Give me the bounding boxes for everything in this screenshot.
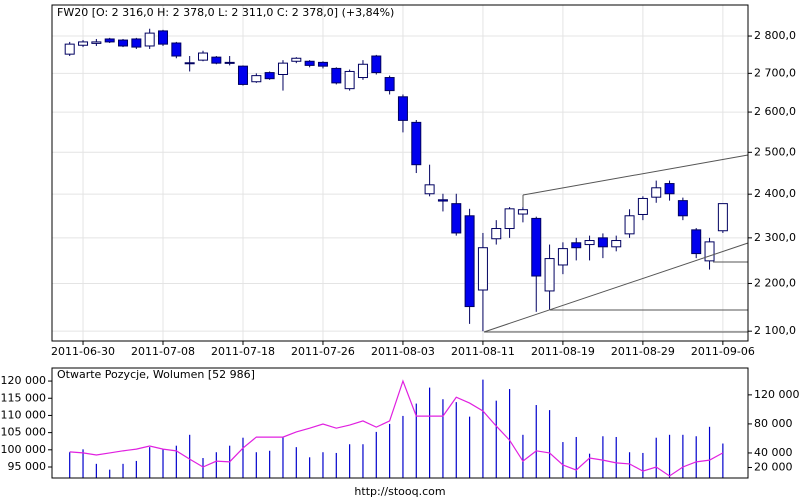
- y-tick-label: 110 000: [1, 408, 47, 421]
- candle-body: [477, 247, 488, 291]
- candle-body: [224, 61, 235, 64]
- candle-body: [691, 229, 702, 255]
- candle-body: [704, 241, 715, 262]
- mark-layer: [64, 28, 728, 478]
- x-tick-label: 2011-07-08: [131, 345, 195, 358]
- x-tick-label: 2011-07-26: [291, 345, 355, 358]
- trend-line: [522, 154, 749, 196]
- y-tick-label: 2 600,0: [754, 105, 796, 118]
- candle-body: [437, 199, 448, 202]
- candle-body: [491, 228, 502, 240]
- candle-body: [544, 258, 555, 292]
- x-tick-label: 2011-09-06: [691, 345, 755, 358]
- y2-tick-label: 20 000: [754, 460, 793, 473]
- candle-body: [451, 203, 462, 234]
- candle-body: [237, 65, 248, 85]
- y2-tick-label: 120 000: [754, 388, 800, 401]
- grid-layer: [52, 5, 748, 341]
- candle-body: [304, 60, 315, 66]
- y-tick-label: 2 800,0: [754, 29, 796, 42]
- candle-body: [251, 75, 262, 83]
- candle-body: [104, 38, 115, 43]
- x-tick-label: 2011-07-18: [211, 345, 275, 358]
- y-tick-label: 100 000: [1, 443, 47, 456]
- open-interest-line: [69, 379, 724, 477]
- candle-body: [517, 209, 528, 215]
- chart-title: FW20 [O: 2 316,0 H: 2 378,0 L: 2 311,0 C…: [57, 6, 394, 19]
- trend-lines: [483, 154, 749, 333]
- candle-body: [397, 96, 408, 121]
- candle-body: [384, 77, 395, 92]
- y-tick-label: 2 100,0: [754, 324, 796, 337]
- y-tick-label: 95 000: [8, 460, 47, 473]
- candle-body: [464, 215, 475, 308]
- y-tick-label: 2 700,0: [754, 66, 796, 79]
- candle-body: [717, 203, 728, 232]
- candle-body: [651, 187, 662, 198]
- y-tick-label: 105 000: [1, 426, 47, 439]
- candle-body: [411, 121, 422, 166]
- candle-body: [118, 39, 129, 47]
- y2-tick-label: 80 000: [754, 417, 793, 430]
- x-tick-label: 2011-08-29: [611, 345, 675, 358]
- x-tick-label: 2011-06-30: [51, 345, 115, 358]
- candle-body: [504, 208, 515, 230]
- candle-body: [584, 240, 595, 246]
- footer: http://stooq.com: [354, 485, 445, 498]
- y-tick-label: 2 300,0: [754, 231, 796, 244]
- candle-body: [424, 184, 435, 195]
- candle-body: [677, 200, 688, 217]
- candle-body: [131, 38, 142, 48]
- y-tick-label: 2 200,0: [754, 276, 796, 289]
- candle-body: [144, 32, 155, 47]
- candle-body: [371, 55, 382, 74]
- x-tick-label: 2011-08-11: [451, 345, 515, 358]
- y-tick-label: 2 400,0: [754, 187, 796, 200]
- y-tick-label: 115 000: [1, 391, 47, 404]
- trend-line: [483, 242, 749, 333]
- volume-panel: [51, 367, 749, 479]
- candle-body: [211, 56, 222, 64]
- price-panel: [51, 4, 749, 342]
- y2-tick-label: 40 000: [754, 446, 793, 459]
- candle-body: [331, 67, 342, 84]
- y-tick-label: 120 000: [1, 374, 47, 387]
- candle-body: [357, 63, 368, 79]
- x-tick-label: 2011-08-03: [371, 345, 435, 358]
- candle-body: [78, 41, 89, 46]
- candle-body: [158, 30, 169, 45]
- x-tick-label: 2011-08-19: [531, 345, 595, 358]
- candle-body: [184, 62, 195, 65]
- candle-body: [531, 217, 542, 277]
- candle-body: [317, 61, 328, 67]
- y-tick-label: 2 500,0: [754, 145, 796, 158]
- candle-body: [277, 62, 288, 75]
- candle-body: [344, 70, 355, 90]
- candle-body: [637, 197, 648, 215]
- candle-body: [291, 57, 302, 62]
- candle-body: [91, 41, 102, 44]
- candle-body: [571, 242, 582, 249]
- candle-body: [597, 237, 608, 248]
- candle-body: [171, 42, 182, 57]
- candle-body: [664, 183, 675, 195]
- candle-body: [198, 52, 208, 61]
- candle-body: [611, 240, 622, 248]
- panel-title: Otwarte Pozycje, Wolumen [52 986]: [57, 368, 255, 381]
- candle-body: [264, 72, 275, 80]
- candle-body: [624, 215, 635, 235]
- candle-body: [557, 248, 568, 266]
- candle-body: [64, 43, 75, 55]
